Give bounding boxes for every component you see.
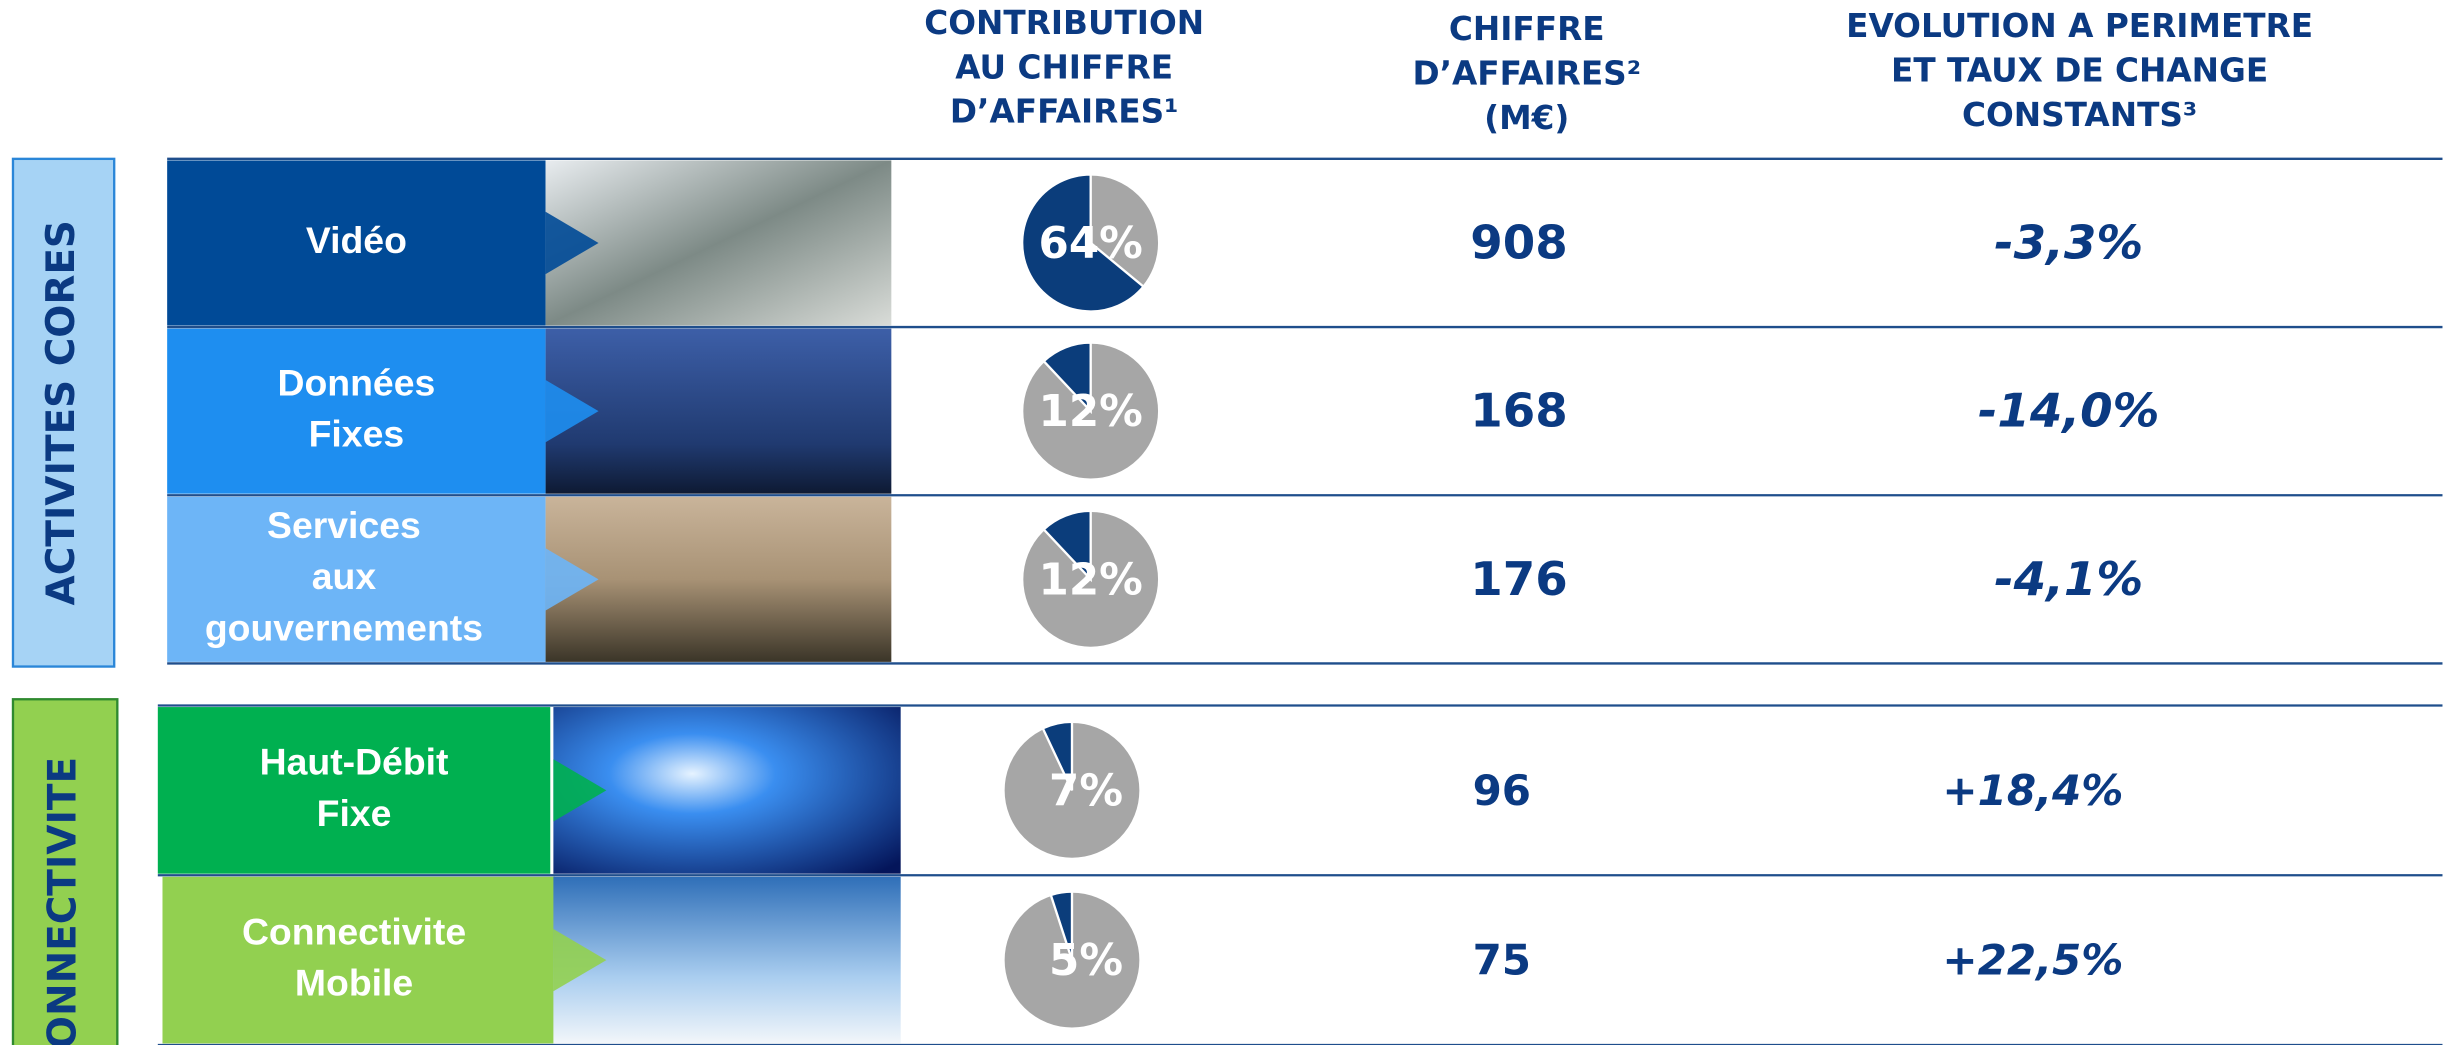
pie-slice — [1049, 890, 1074, 961]
arrow — [553, 759, 607, 822]
column-header: EVOLUTION A PERIMETRE — [1846, 7, 2313, 45]
category-label: Vidéo — [306, 219, 407, 261]
column-header: CONSTANTS³ — [1962, 96, 2197, 134]
evolution: -3,3% — [1994, 217, 2143, 271]
revenue: 176 — [1470, 553, 1568, 607]
pie-label: 12% — [1039, 555, 1143, 605]
revenue: 908 — [1470, 217, 1568, 271]
column-header: (M€) — [1484, 99, 1569, 137]
category-label: aux — [312, 555, 377, 597]
group-box — [11, 698, 119, 1045]
arrow — [545, 380, 599, 443]
category-cell — [167, 328, 546, 494]
pie-slice — [1021, 173, 1146, 313]
column-header: CONTRIBUTION — [924, 4, 1204, 42]
column-header: AU CHIFFRE — [955, 48, 1173, 86]
category-label: Haut-Débit — [260, 741, 449, 783]
column-header: ET TAUX DE CHANGE — [1891, 51, 2268, 89]
photo — [545, 160, 892, 326]
photo — [545, 328, 892, 494]
evolution: +22,5% — [1942, 936, 2123, 985]
photo — [553, 876, 901, 1044]
category-cell — [167, 496, 546, 662]
evolution: -4,1% — [1994, 553, 2143, 607]
category-cell — [167, 160, 546, 326]
arrow — [545, 211, 599, 275]
revenue: 75 — [1473, 936, 1532, 985]
photo — [545, 496, 892, 662]
group-box — [11, 157, 116, 668]
column-header: D’AFFAIRES² — [1412, 55, 1641, 93]
category-cell — [162, 876, 555, 1044]
evolution: -14,0% — [1978, 385, 2159, 439]
photo — [553, 707, 901, 874]
arrow — [545, 548, 599, 611]
column-header: CHIFFRE — [1449, 10, 1605, 48]
category-label: Fixes — [309, 413, 405, 455]
group-label: CONNECTIVITE — [41, 757, 86, 1045]
category-label: Fixe — [317, 792, 392, 834]
category-label: gouvernements — [205, 607, 483, 649]
category-cell — [157, 707, 551, 874]
category-label: Connectivite — [242, 910, 466, 952]
category-label: Mobile — [295, 962, 413, 1004]
revenue: 96 — [1473, 766, 1532, 815]
column-header: D’AFFAIRES¹ — [950, 93, 1179, 131]
evolution: +18,4% — [1942, 766, 2123, 815]
pie-slice — [1042, 509, 1092, 583]
category-label: Données — [277, 361, 435, 403]
pie-label: 12% — [1039, 387, 1143, 437]
arrow — [553, 928, 607, 992]
category-label: Services — [267, 504, 421, 546]
revenue: 168 — [1470, 385, 1568, 439]
group-label: ACTIVITES CORES — [39, 220, 84, 605]
pie-slice — [1041, 720, 1074, 791]
pie-label: 7% — [1049, 766, 1123, 816]
pie-label: 64% — [1039, 219, 1143, 269]
pie-slice — [1042, 341, 1092, 415]
pie-label: 5% — [1049, 936, 1123, 986]
